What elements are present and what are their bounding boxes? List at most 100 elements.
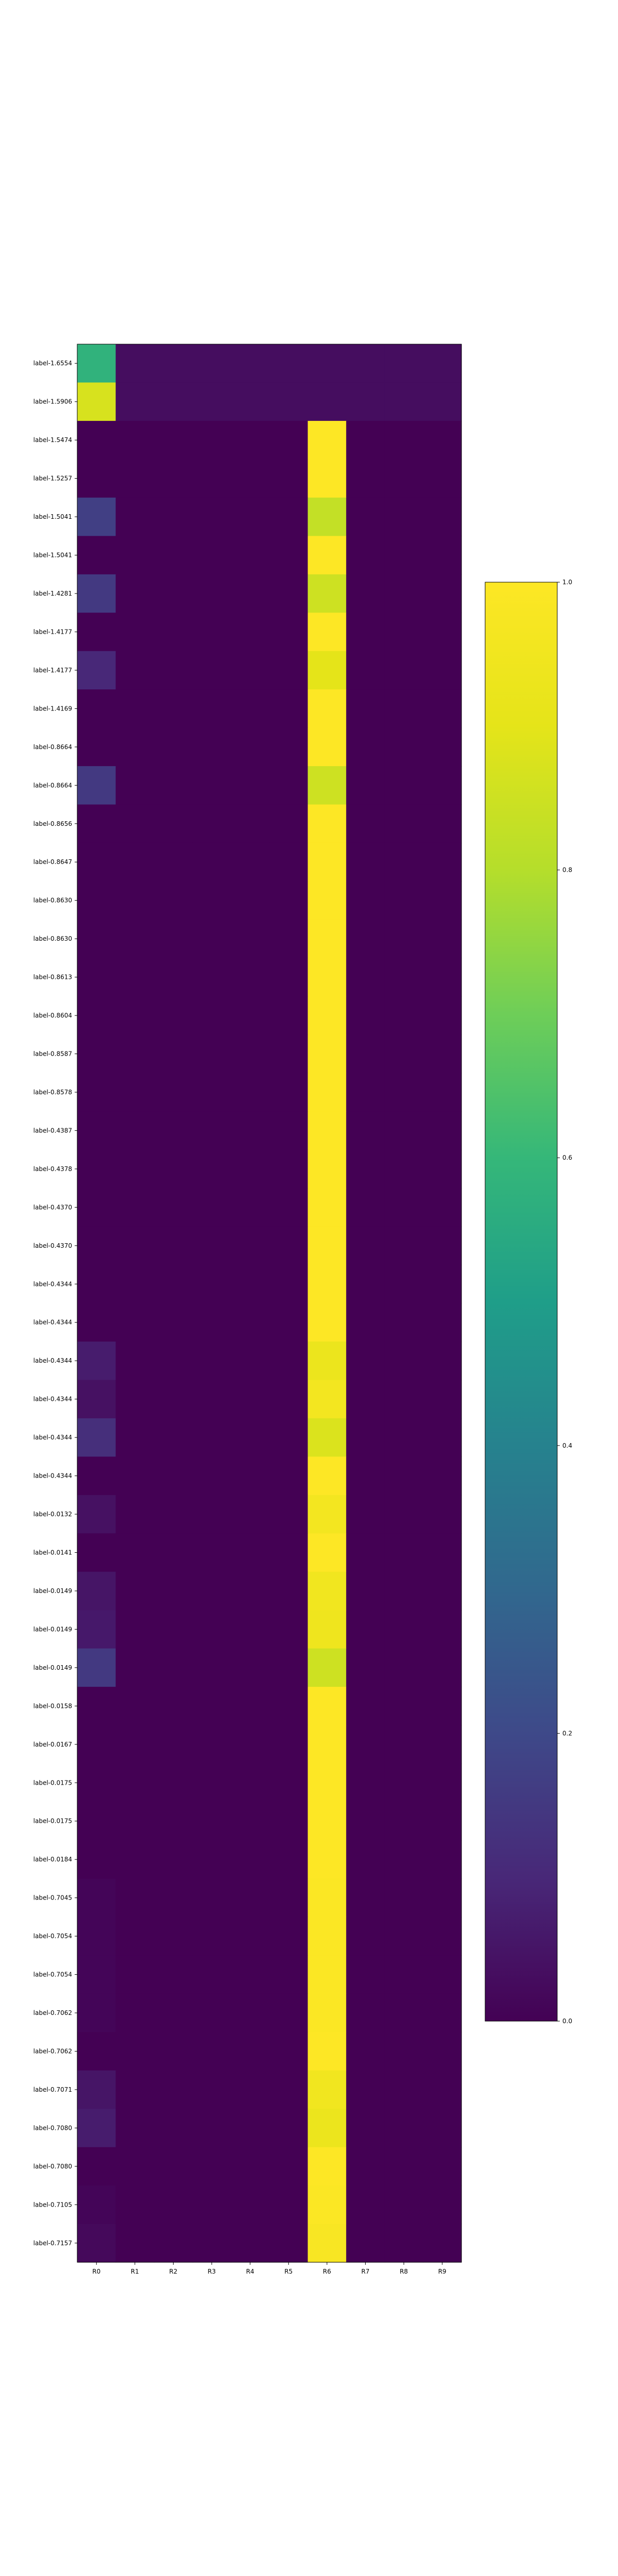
row-label: label-0.4344 [33,1357,72,1364]
heatmap-cell-28-6 [307,1418,347,1457]
heatmap-cell-12-4 [231,804,270,843]
heatmap-cell-5-3 [192,536,231,575]
heatmap-cell-14-7 [346,881,385,920]
heatmap-cell-8-9 [423,651,462,690]
heatmap-cell-21-2 [154,1149,193,1189]
heatmap-cell-21-3 [192,1149,231,1189]
heatmap-cell-3-9 [423,459,462,498]
heatmap-cell-17-3 [192,996,231,1035]
row-label: label-1.5474 [33,436,72,444]
heatmap-cell-39-5 [269,1840,308,1879]
heatmap-cell-1-6 [307,382,347,421]
heatmap-cell-16-5 [269,958,308,997]
heatmap-cell-48-0 [77,2185,116,2225]
heatmap-cell-16-9 [423,958,462,997]
heatmap-cell-8-2 [154,651,193,690]
heatmap-cell-13-9 [423,842,462,882]
heatmap-cell-33-9 [423,1610,462,1649]
heatmap-cell-23-7 [346,1226,385,1265]
heatmap-frame [77,344,462,2263]
heatmap-cell-22-5 [269,1188,308,1227]
heatmap-cell-24-5 [269,1265,308,1304]
heatmap-cell-37-6 [307,1764,347,1803]
heatmap-cell-12-7 [346,804,385,843]
row-label: label-0.8630 [33,935,72,942]
heatmap-cell-46-8 [384,2109,423,2148]
heatmap-cell-7-0 [77,613,116,652]
heatmap-cell-40-1 [115,1878,154,1918]
heatmap-cell-10-6 [307,727,347,767]
heatmap-cell-6-5 [269,574,308,613]
heatmap-cell-38-8 [384,1802,423,1841]
heatmap-cell-0-4 [231,344,270,383]
row-label: label-0.4344 [33,1472,72,1480]
row-label: label-0.8630 [33,897,72,904]
heatmap-cell-24-3 [192,1265,231,1304]
heatmap-cell-32-6 [307,1571,347,1611]
heatmap-cell-28-8 [384,1418,423,1457]
heatmap-cell-43-1 [115,1993,154,2032]
heatmap-cell-37-4 [231,1764,270,1803]
heatmap-cell-8-1 [115,651,154,690]
row-label: label-1.5041 [33,552,72,559]
heatmap-cell-2-3 [192,420,231,460]
heatmap-cell-13-8 [384,842,423,882]
heatmap-cell-47-4 [231,2147,270,2186]
heatmap-cell-43-4 [231,1993,270,2032]
row-label: label-1.5257 [33,475,72,482]
heatmap-cell-19-5 [269,1073,308,1112]
heatmap-cell-4-0 [77,497,116,536]
heatmap-cell-22-1 [115,1188,154,1227]
row-labels: label-1.6554 label-1.5906 label-1.5474 labe… [33,360,77,2247]
heatmap-cell-5-8 [384,536,423,575]
heatmap-cell-45-6 [307,2070,347,2109]
heatmap-cell-16-1 [115,958,154,997]
heatmap-cell-14-6 [307,881,347,920]
heatmap-cell-35-5 [269,1687,308,1726]
heatmap-cell-19-6 [307,1073,347,1112]
heatmap-cell-24-7 [346,1265,385,1304]
heatmap-cell-45-1 [115,2070,154,2109]
heatmap-cell-9-5 [269,689,308,728]
heatmap-cell-1-3 [192,382,231,421]
heatmap-cell-29-6 [307,1456,347,1496]
heatmap-cell-29-2 [154,1456,193,1496]
heatmap-cell-18-6 [307,1035,347,1074]
heatmap-cell-27-7 [346,1380,385,1419]
heatmap-cell-49-2 [154,2224,193,2263]
heatmap-cell-4-9 [423,497,462,536]
heatmap-cell-18-5 [269,1035,308,1074]
heatmap-cell-36-9 [423,1725,462,1764]
heatmap-cell-43-7 [346,1993,385,2032]
row-label: label-0.4344 [33,1396,72,1403]
heatmap-cell-36-1 [115,1725,154,1764]
heatmap-cell-30-1 [115,1495,154,1534]
heatmap-cell-44-9 [423,2032,462,2071]
heatmap-cell-48-8 [384,2185,423,2225]
heatmap-cell-28-5 [269,1418,308,1457]
heatmap-cell-34-4 [231,1648,270,1687]
heatmap-cell-5-6 [307,536,347,575]
heatmap-cell-17-8 [384,996,423,1035]
column-label: R8 [400,2268,408,2275]
heatmap-cell-12-0 [77,804,116,843]
heatmap-cell-45-7 [346,2070,385,2109]
heatmap-cell-17-9 [423,996,462,1035]
heatmap-cell-48-5 [269,2185,308,2225]
heatmap-cell-43-2 [154,1993,193,2032]
heatmap-cell-20-9 [423,1111,462,1150]
row-label: label-0.8656 [33,820,72,827]
heatmap-cell-19-7 [346,1073,385,1112]
heatmap-cell-39-3 [192,1840,231,1879]
row-label: label-0.4387 [33,1127,72,1134]
heatmap-cell-34-0 [77,1648,116,1687]
heatmap-cell-49-8 [384,2224,423,2263]
heatmap-cell-39-7 [346,1840,385,1879]
heatmap-cell-13-2 [154,842,193,882]
heatmap-cell-31-3 [192,1533,231,1572]
heatmap-cell-24-9 [423,1265,462,1304]
heatmap-cell-35-4 [231,1687,270,1726]
heatmap-cell-17-7 [346,996,385,1035]
heatmap-cell-18-8 [384,1035,423,1074]
heatmap-cell-43-8 [384,1993,423,2032]
